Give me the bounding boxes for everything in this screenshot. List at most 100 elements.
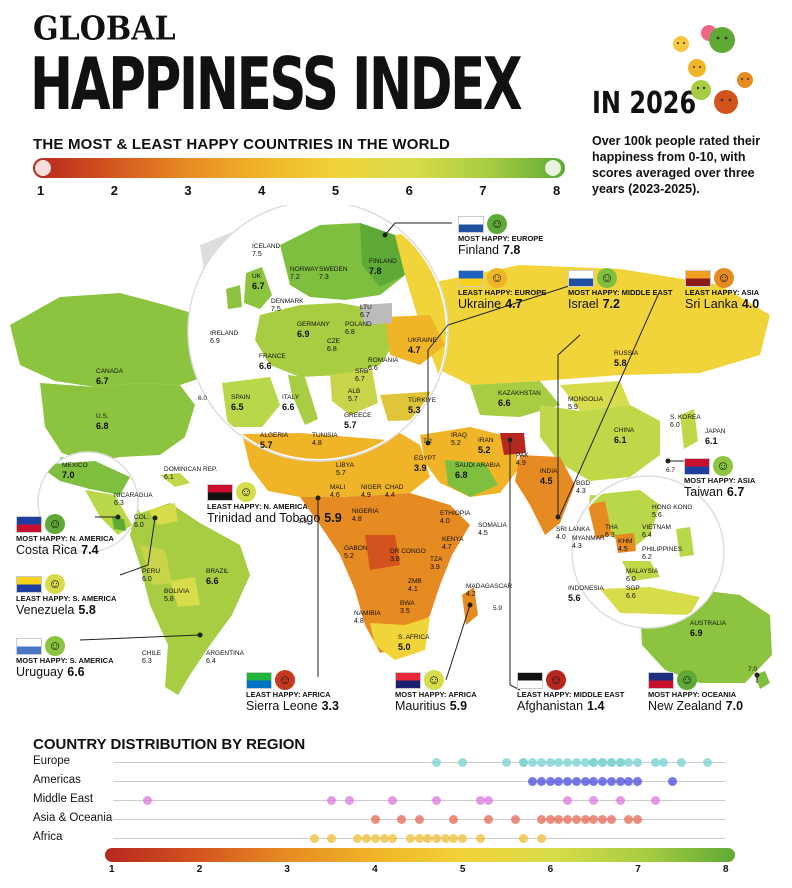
country-value: 6.1 bbox=[705, 436, 718, 446]
distribution-dot bbox=[624, 757, 634, 767]
drcongo-shape bbox=[365, 535, 400, 570]
callout-icons: ☺ bbox=[517, 670, 624, 690]
distribution-dot bbox=[676, 757, 686, 767]
country-value: 5.7 bbox=[260, 440, 273, 450]
distribution-dot bbox=[563, 776, 573, 786]
country-label: INDIA 4.5 bbox=[540, 468, 557, 486]
callout-country-name: Ukraine bbox=[458, 297, 502, 311]
country-name: SRB bbox=[355, 368, 369, 375]
russia-shape bbox=[420, 265, 770, 385]
country-label: COL. 6.0 bbox=[134, 514, 149, 530]
country-label: FRANCE 6.6 bbox=[259, 353, 286, 371]
country-name: BWA bbox=[400, 600, 415, 607]
callout-country-name: Israel bbox=[568, 297, 599, 311]
country-value: 4.5 bbox=[618, 546, 628, 553]
country-value: 5.3 bbox=[408, 405, 421, 415]
distribution-dot bbox=[536, 776, 546, 786]
scale-tick-label: 6 bbox=[547, 864, 554, 875]
country-label: U.S. 6.8 bbox=[96, 413, 109, 431]
callout-country-name: Sierra Leone bbox=[246, 699, 318, 713]
country-label: ALB 5.7 bbox=[348, 388, 360, 404]
country-value: 6.2 bbox=[642, 554, 652, 561]
distribution-scale-bar bbox=[105, 848, 735, 862]
distribution-dot bbox=[563, 814, 573, 824]
country-label: NIGERIA 4.8 bbox=[352, 508, 379, 524]
region-axis-line bbox=[113, 800, 725, 801]
distribution-dot bbox=[606, 757, 616, 767]
country-name: NAMIBIA bbox=[354, 610, 381, 617]
country-value: 6.6 bbox=[368, 365, 378, 372]
title-year: IN 2026 bbox=[592, 86, 697, 121]
flag-icon bbox=[568, 269, 594, 287]
uk-shape bbox=[244, 267, 272, 309]
distribution-dot bbox=[431, 757, 441, 767]
distribution-dot bbox=[458, 757, 468, 767]
distribution-dot bbox=[598, 776, 608, 786]
country-value: 6.7 bbox=[96, 376, 109, 386]
smiley-faces-icon bbox=[673, 25, 753, 114]
distribution-dot bbox=[327, 795, 337, 805]
smiley-face-icon: ☺ bbox=[713, 456, 733, 476]
region-label: Middle East bbox=[33, 793, 94, 805]
flag-icon bbox=[16, 637, 42, 655]
scale-tick-label: 2 bbox=[196, 864, 203, 875]
distribution-dot bbox=[589, 814, 599, 824]
country-name: ITALY bbox=[282, 394, 300, 401]
distribution-dot bbox=[414, 814, 424, 824]
canada-shape bbox=[10, 293, 225, 387]
country-label: SAUDI ARABIA 6.8 bbox=[455, 462, 500, 480]
country-value: 4.6 bbox=[330, 492, 340, 499]
scale-tick-label: 3 bbox=[284, 864, 290, 875]
flag-icon bbox=[395, 671, 421, 689]
distribution-dot bbox=[353, 833, 363, 843]
distribution-dot bbox=[519, 757, 529, 767]
country-name: JAPAN bbox=[705, 428, 726, 435]
distribution-dot bbox=[650, 757, 660, 767]
country-value: 6.7 bbox=[355, 376, 365, 383]
country-name: DR CONGO bbox=[390, 548, 426, 555]
country-value: 7.5 bbox=[252, 251, 262, 258]
callout-country-name: Costa Rica bbox=[16, 543, 78, 557]
country-name: DOMINICAN REP. bbox=[164, 466, 218, 473]
country-value: 7.2 bbox=[290, 274, 300, 281]
country-label: ARGENTINA 6.4 bbox=[206, 650, 244, 666]
country-label: LIBYA 5.7 bbox=[336, 462, 354, 478]
country-name: KHM bbox=[618, 538, 633, 545]
callout-country-name: Taiwan bbox=[684, 485, 723, 499]
country-name: MALI bbox=[330, 484, 346, 491]
callout: ☺ MOST HAPPY: OCEANIA New Zealand 7.0 bbox=[648, 670, 743, 713]
scale-tick-label: 7 bbox=[635, 864, 641, 875]
callout-icons: ☺ bbox=[458, 214, 543, 234]
flag-icon bbox=[207, 483, 233, 501]
distribution-dot bbox=[598, 757, 608, 767]
country-name: TUNISIA bbox=[312, 432, 338, 439]
callout-country: New Zealand 7.0 bbox=[648, 699, 743, 713]
flag-icon bbox=[458, 215, 484, 233]
callout-country-name: Sri Lanka bbox=[685, 297, 738, 311]
country-name: MEXICO bbox=[62, 462, 88, 469]
taiwan-value-label: 6.7 bbox=[666, 467, 676, 474]
country-name: MALAYSIA bbox=[626, 568, 659, 575]
callout-icons: ☺ bbox=[16, 574, 116, 594]
distribution-dot bbox=[703, 757, 712, 767]
country-value: 6.6 bbox=[259, 361, 272, 371]
callout-country-value: 6.7 bbox=[726, 485, 745, 499]
flag-icon bbox=[458, 269, 484, 287]
distribution-dot bbox=[554, 757, 564, 767]
distribution-dot bbox=[414, 833, 424, 843]
country-name: BOLIVIA bbox=[164, 588, 190, 595]
distribution-dot bbox=[431, 795, 441, 805]
callout: ☺ MOST HAPPY: MIDDLE EAST Israel 7.2 bbox=[568, 268, 672, 311]
distribution-dot bbox=[633, 814, 643, 824]
country-name: PERU bbox=[142, 568, 161, 575]
country-value: 3.9 bbox=[414, 463, 427, 473]
country-value: 6.6 bbox=[626, 593, 636, 600]
country-label: MADAGASCAR 4.2 bbox=[466, 583, 512, 599]
country-label: NORWAY 7.2 bbox=[290, 266, 318, 282]
country-value: 5.2 bbox=[344, 553, 354, 560]
country-value: 4.7 bbox=[408, 345, 421, 355]
country-label: GREECE 5.7 bbox=[344, 412, 371, 430]
happy-face-icon bbox=[545, 160, 561, 176]
callout-caption: MOST HAPPY: ASIA bbox=[684, 476, 756, 485]
